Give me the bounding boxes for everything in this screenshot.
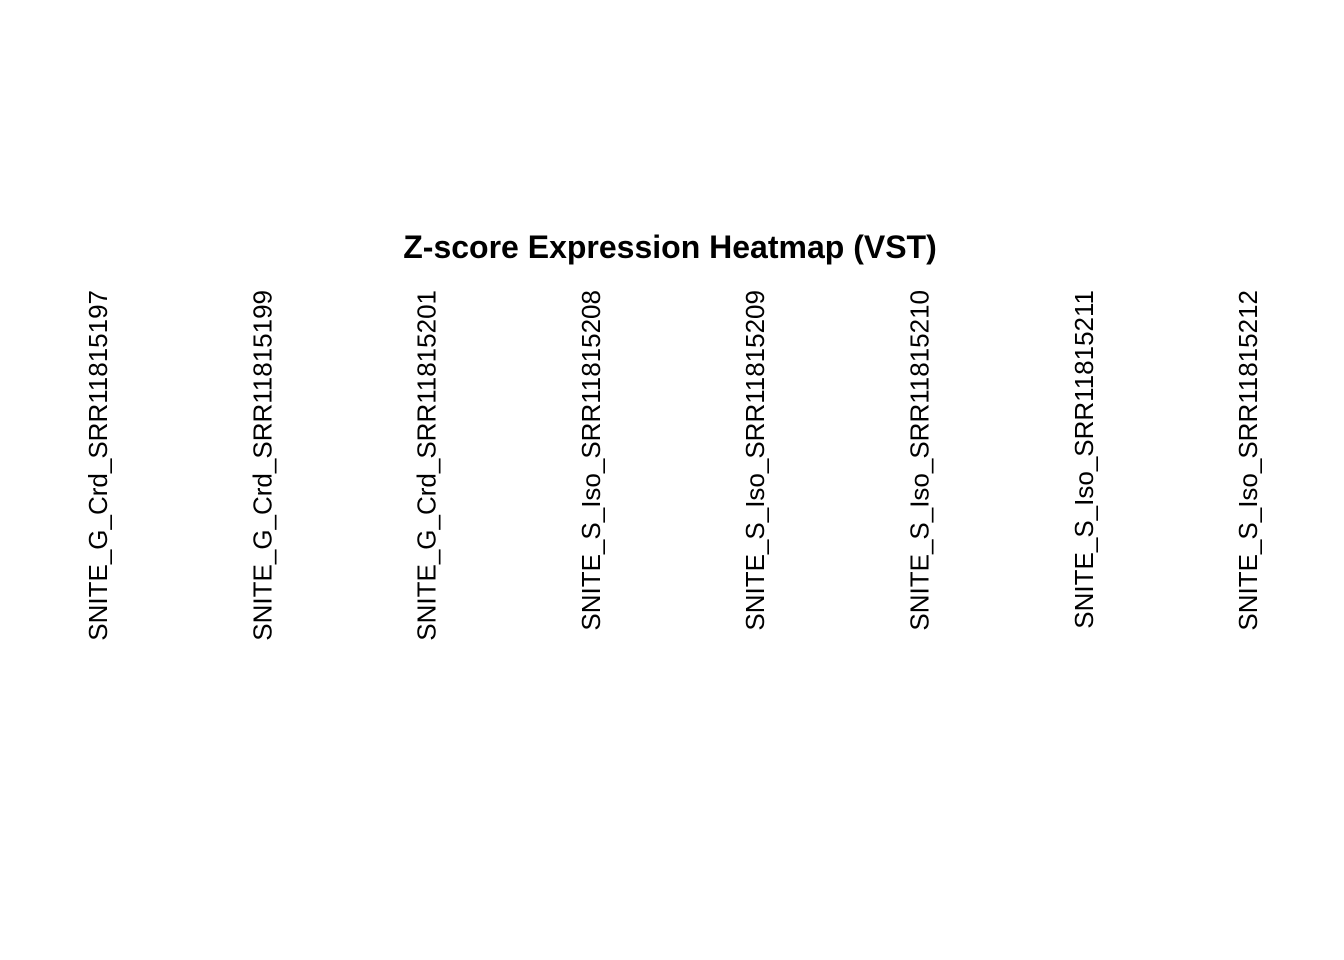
column-label: SNITE_S_Iso_SRR11815209 (740, 290, 770, 631)
column-label: SNITE_S_Iso_SRR11815210 (905, 290, 935, 631)
column-label: SNITE_S_Iso_SRR11815211 (1069, 290, 1099, 629)
column-labels: SNITE_G_Crd_SRR11815197 SNITE_G_Crd_SRR11… (83, 290, 1263, 641)
column-label: SNITE_G_Crd_SRR11815201 (412, 290, 442, 641)
chart-title: Z-score Expression Heatmap (VST) (403, 229, 936, 265)
column-label: SNITE_G_Crd_SRR11815197 (83, 290, 113, 641)
column-label: SNITE_S_Iso_SRR11815212 (1233, 290, 1263, 631)
column-label: SNITE_G_Crd_SRR11815199 (247, 290, 277, 641)
column-label: SNITE_S_Iso_SRR11815208 (576, 290, 606, 631)
